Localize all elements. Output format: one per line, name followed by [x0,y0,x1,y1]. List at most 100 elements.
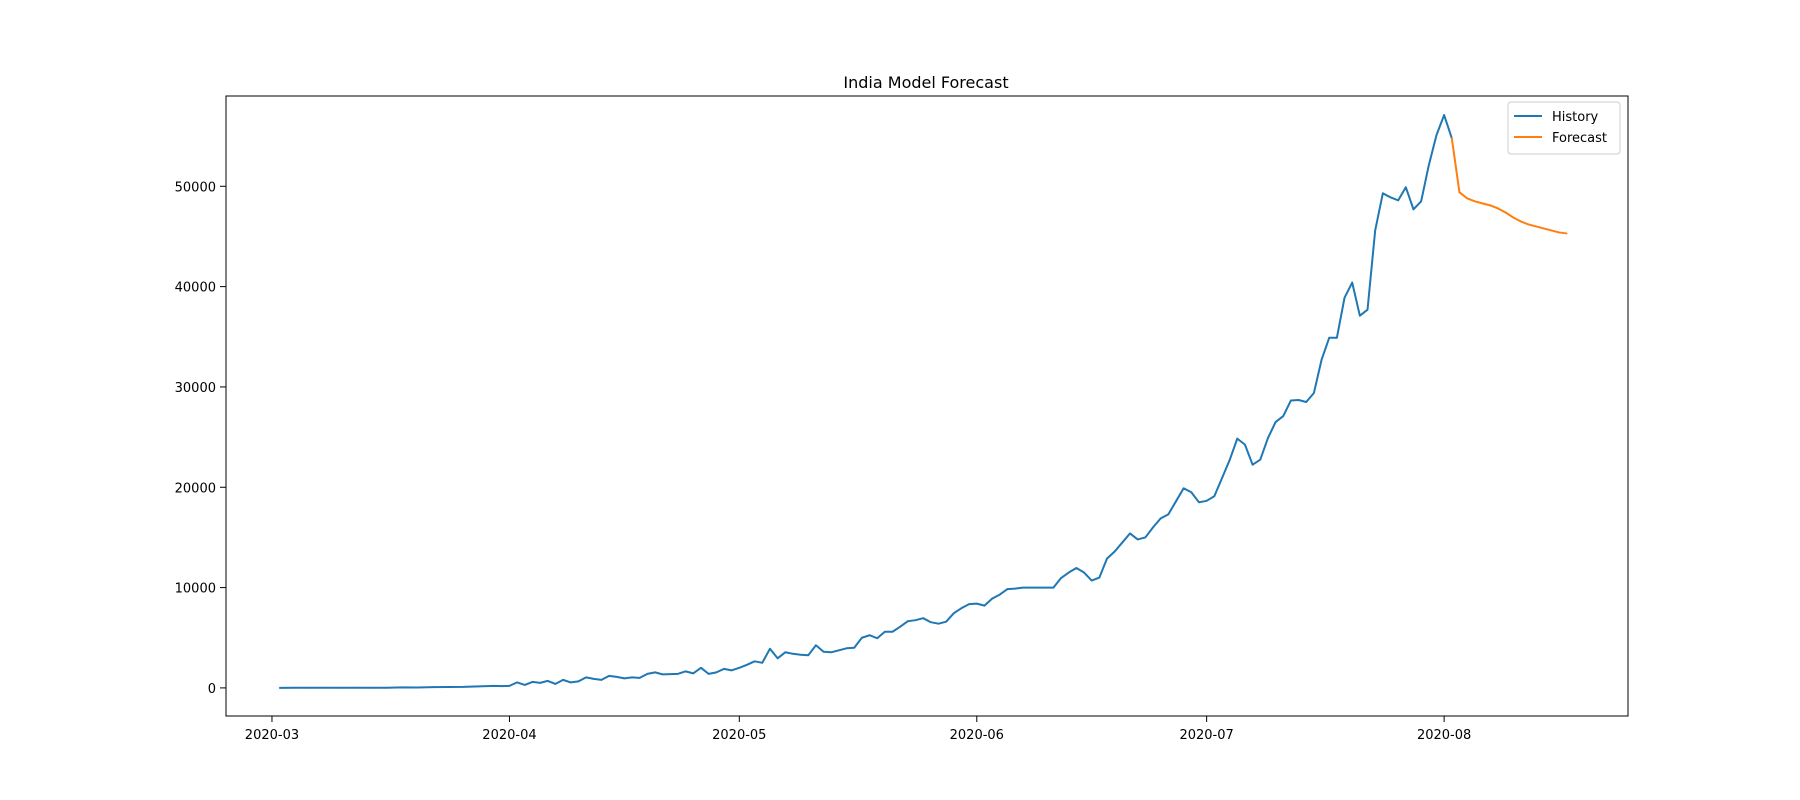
data-point [853,646,856,649]
series-History [278,114,1453,689]
data-point [1359,314,1361,317]
data-point [677,673,679,675]
data-point [891,630,894,633]
data-point [1420,200,1422,203]
data-point [960,607,963,609]
data-point [309,687,312,689]
x-tick-label: 2020-05 [712,728,766,743]
data-point [546,680,549,682]
data-point [1389,196,1392,199]
data-point [1228,459,1231,461]
data-point [1190,491,1193,494]
data-point [792,653,794,655]
data-point [700,667,702,669]
data-point [531,681,534,683]
data-point [1251,463,1254,466]
data-point [845,647,848,650]
data-point [508,685,511,687]
data-point [1282,415,1285,417]
y-axis: 0 10000 20000 30000 40000 50000 [175,180,226,697]
data-point [937,622,940,625]
data-point [807,654,810,657]
data-point [1535,225,1537,228]
data-point [1029,586,1032,589]
data-point [1060,577,1062,579]
legend: History Forecast [1507,101,1621,155]
data-point [692,672,695,675]
data-point [684,670,687,673]
data-point [355,686,358,689]
data-point [1152,526,1154,529]
data-point [539,682,541,684]
data-point [1343,296,1346,299]
data-point [1374,229,1376,232]
data-point [1512,216,1514,219]
data-point [1550,229,1553,232]
y-tick-label: 0 [208,682,216,697]
data-point [1542,227,1545,230]
data-point [1090,579,1093,582]
data-point [884,630,886,633]
data-point [983,604,986,607]
data-point [1473,200,1476,203]
data-point [1313,392,1315,394]
data-point [991,597,993,600]
legend-label: Forecast [1552,131,1607,146]
data-point [830,651,833,654]
data-point [968,603,970,605]
data-point [1366,308,1369,311]
data-point [899,625,901,628]
data-point [1259,458,1262,461]
data-point [1558,231,1560,234]
data-point [815,644,817,647]
data-point [600,679,603,681]
data-point [516,681,518,684]
data-point [608,675,610,677]
data-point [294,686,296,689]
data-point [447,686,449,688]
data-point [769,647,771,650]
data-point [922,617,924,619]
data-point [631,676,633,679]
data-point [569,681,572,684]
data-point [1428,164,1430,167]
data-point [1267,437,1269,439]
data-point [493,685,495,687]
data-point [615,676,618,678]
data-point [930,621,932,623]
data-point [1182,487,1185,490]
data-point [432,686,434,688]
data-point [1290,399,1292,402]
data-point [1382,192,1384,195]
data-point [1336,336,1338,339]
data-point [1489,204,1491,207]
data-point [1075,567,1078,569]
data-point [585,676,587,679]
data-point [1351,281,1353,284]
data-point [661,673,664,676]
data-point [462,686,465,688]
data-point [340,687,342,689]
data-point [577,680,580,683]
data-point [416,686,419,689]
data-point [723,668,725,670]
data-point [1198,501,1200,504]
data-point [1328,336,1331,339]
data-point [1121,541,1124,544]
data-point [1129,532,1131,535]
series-line [1450,137,1567,235]
legend-label: History [1552,110,1599,125]
data-point [907,620,909,622]
data-point [1481,202,1484,205]
data-point [761,662,764,664]
y-tick-label: 30000 [175,381,216,396]
data-point [746,664,748,666]
data-point [1221,477,1223,480]
data-point [646,673,649,675]
data-point [654,671,656,674]
data-point [1067,571,1070,574]
x-axis: 2020-03 2020-04 2020-05 2020-06 2020-07 2020-… [245,716,1471,743]
data-point [1458,191,1461,194]
data-point [1450,137,1453,139]
